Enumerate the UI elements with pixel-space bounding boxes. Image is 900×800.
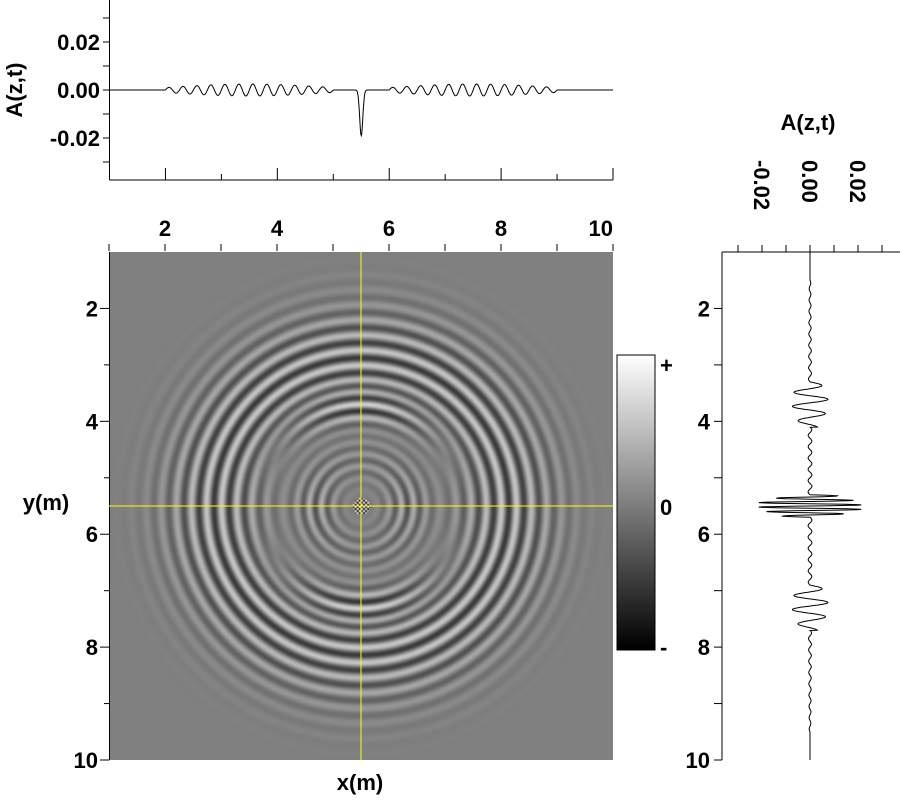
right-y-tick-label: 10: [686, 748, 710, 773]
right-y-tick-label: 2: [698, 296, 710, 321]
heat-x-tick-label: 8: [495, 216, 507, 241]
heat-x-tick-label: 10: [589, 216, 613, 241]
colorbar-gradient: [617, 355, 655, 650]
top-y-tick-label: 0.02: [57, 30, 100, 55]
heatmap-axes: 2 4 6 8 10 2 4 6 8 10 x(m) y(m) + 0 -: [23, 216, 673, 795]
right-x-tick-label: -0.02: [749, 160, 774, 210]
heat-y-tick-label: 2: [86, 296, 98, 321]
x-axis-label: x(m): [337, 770, 383, 795]
right-x-tick-label: 0.02: [845, 160, 870, 203]
colorbar-label-zero: 0: [660, 495, 672, 520]
heat-y-tick-label: 10: [74, 748, 98, 773]
top-trace-line: [109, 83, 613, 138]
right-y-tick-label: 8: [698, 635, 710, 660]
top-y-label: A(z,t): [2, 63, 27, 118]
colorbar-label-minus: -: [660, 635, 667, 660]
heat-x-tick-label: 2: [159, 216, 171, 241]
y-axis-label: y(m): [23, 490, 69, 515]
right-x-tick-label: 0.00: [797, 160, 822, 203]
right-title: A(z,t): [781, 110, 836, 135]
colorbar-frame: [616, 354, 656, 651]
colorbar-label-plus: +: [660, 353, 673, 378]
right-y-tick-label: 6: [698, 522, 710, 547]
right-trace-line: [758, 252, 862, 760]
right-trace-plot: -0.02 0.00 0.02 2 4 6 8 10 A(z,t): [686, 110, 900, 773]
top-trace-plot: 0.02 0.00 -0.02 A(z,t): [2, 0, 614, 181]
heat-y-tick-label: 8: [86, 635, 98, 660]
right-y-tick-label: 4: [698, 409, 711, 434]
heat-x-tick-label: 6: [383, 216, 395, 241]
top-y-tick-label: 0.00: [57, 78, 100, 103]
heat-y-tick-label: 4: [86, 409, 99, 434]
heat-y-tick-label: 6: [86, 522, 98, 547]
heat-x-tick-label: 4: [271, 216, 284, 241]
top-y-tick-label: -0.02: [50, 126, 100, 151]
